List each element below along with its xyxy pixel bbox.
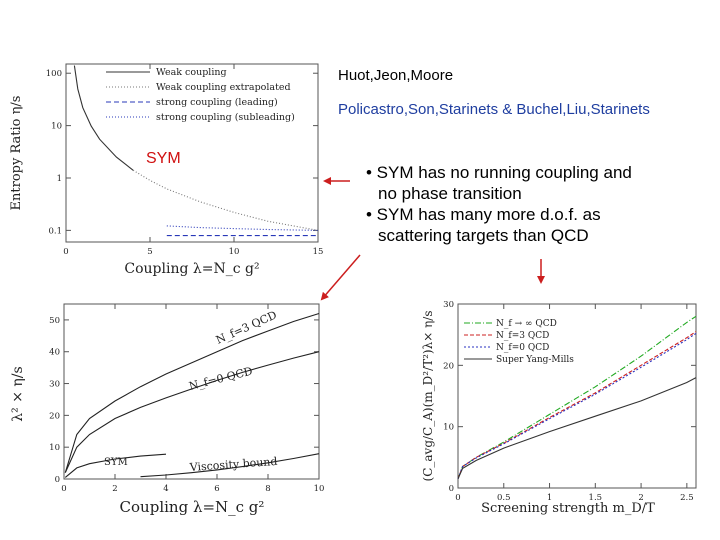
legend-nf3: N_f=3 QCD — [496, 331, 549, 341]
series-line-weak-coupling-extrapolated — [132, 169, 319, 231]
x-tick-label: 0 — [455, 493, 460, 503]
arrow-to-left-chart — [320, 254, 361, 301]
x-tick-label: 10 — [314, 484, 325, 494]
x-tick-label: 4 — [163, 484, 168, 494]
series-line-n-f-0-qcd — [457, 332, 697, 479]
x-tick-label: 0.5 — [497, 493, 511, 503]
y-tick-label: 50 — [49, 316, 60, 326]
y-tick-label: 100 — [46, 69, 62, 79]
y-tick-label: 10 — [443, 423, 454, 433]
credit-policastro-buchel: Policastro,Son,Starinets & Buchel,Liu,St… — [338, 101, 650, 118]
x-axis-label: Coupling λ=N_c g² — [120, 498, 265, 516]
x-tick-label: 15 — [313, 247, 324, 257]
annotation-nf3-qcd: N_f=3 QCD — [214, 308, 279, 346]
series-line-super-yang-mills — [457, 377, 697, 480]
x-tick-label: 2.5 — [680, 493, 694, 503]
x-tick-label: 1.5 — [589, 493, 603, 503]
legend-nf0: N_f=0 QCD — [496, 343, 549, 353]
x-tick-label: 8 — [265, 484, 270, 494]
series-line-n-f-qcd — [457, 315, 697, 479]
legend: N_f → ∞ QCD N_f=3 QCD N_f=0 QCD Super Ya… — [464, 319, 574, 365]
chart-screening-strength: 0 0.5 1 1.5 2 2.5 0 10 20 30 (C_avg/C_A)(m_D²/T²)… — [421, 300, 697, 516]
y-tick-label: 20 — [49, 411, 60, 421]
y-axis-label: (C_avg/C_A)(m_D²/T²)λ× η/s — [421, 311, 435, 482]
legend-nf-inf: N_f → ∞ QCD — [496, 319, 557, 329]
y-tick-label: 0 — [449, 484, 454, 494]
y-tick-label: 20 — [443, 361, 454, 371]
annotation-nf0-qcd: N_f=0 QCD — [188, 364, 255, 392]
chart-lambda-sq-eta-s: 0 2 4 6 8 10 0 10 20 30 40 50 λ² × η/s Coupling λ=N… — [10, 303, 325, 516]
plot-frame — [65, 63, 319, 243]
x-tick-label: 1 — [547, 493, 552, 503]
series-line-n-f-3-qcd — [64, 312, 320, 473]
series-line-n-f-0-qcd — [64, 351, 320, 473]
plot-frame — [63, 303, 320, 480]
legend-strong-leading: strong coupling (leading) — [156, 97, 278, 108]
x-axis-label: Coupling λ=N_c g² — [124, 261, 259, 277]
x-tick-label: 2 — [112, 484, 117, 494]
y-axis-label: λ² × η/s — [10, 366, 26, 421]
credit-huot-jeon-moore: Huot,Jeon,Moore — [338, 67, 454, 84]
x-tick-label: 0 — [63, 247, 68, 257]
y-tick-label: 0.1 — [48, 226, 62, 236]
series-line-n-f-3-qcd — [457, 331, 697, 479]
x-tick-label: 2 — [638, 493, 643, 503]
x-axis-label: Screening strength m_D/T — [481, 501, 655, 516]
x-tick-label: 5 — [147, 247, 152, 257]
y-tick-label: 0 — [55, 475, 60, 485]
y-tick-label: 40 — [49, 348, 60, 358]
y-tick-label: 1 — [57, 174, 62, 184]
legend: Weak coupling Weak coupling extrapolated… — [106, 67, 295, 123]
legend-weak-extrap: Weak coupling extrapolated — [156, 82, 291, 93]
x-tick-label: 6 — [214, 484, 219, 494]
x-tick-label: 0 — [61, 484, 66, 494]
bullet-2-line-1: • SYM has many more d.o.f. as — [366, 205, 601, 224]
bullet-1-line-1: • SYM has no running coupling and — [366, 163, 632, 182]
y-tick-label: 30 — [443, 300, 454, 310]
series-line-viscosity-bound — [140, 453, 320, 478]
bullet-list: • SYM has no running coupling and no pha… — [366, 162, 632, 246]
y-tick-label: 10 — [51, 122, 62, 132]
x-tick-label: 10 — [229, 247, 240, 257]
sym-label: SYM — [146, 150, 181, 167]
legend-weak: Weak coupling — [156, 67, 227, 78]
y-tick-label: 30 — [49, 380, 60, 390]
y-tick-label: 10 — [49, 443, 60, 453]
legend-sym: Super Yang-Mills — [496, 355, 574, 365]
series-line-weak-coupling — [73, 65, 134, 171]
chart-entropy-ratio: 0 5 10 15 0.1 1 10 100 Entropy Ratio η/s Coupli… — [9, 63, 324, 277]
bullet-1-line-2: no phase transition — [378, 184, 522, 203]
series-line-strong-coupling-subleading- — [166, 225, 319, 231]
plot-frame — [457, 303, 697, 489]
annotation-sym: SYM — [104, 457, 128, 468]
annotation-viscosity-bound: Viscosity bound — [188, 455, 278, 474]
series-line-sym — [64, 453, 167, 478]
y-axis-label: Entropy Ratio η/s — [9, 96, 24, 211]
legend-strong-subleading: strong coupling (subleading) — [156, 112, 295, 123]
bullet-2-line-2: scattering targets than QCD — [378, 226, 589, 245]
